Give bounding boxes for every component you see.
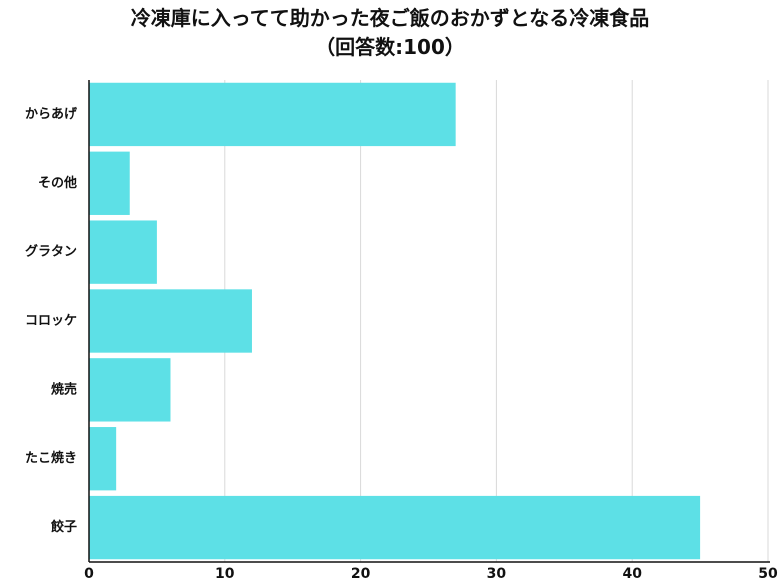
category-label-2: その他 [38, 175, 77, 191]
x-tick-label-30: 30 [487, 566, 507, 582]
category-label-1: からあげ [25, 106, 78, 122]
x-tick-label-50: 50 [758, 566, 778, 582]
x-tick-label-40: 40 [622, 566, 642, 582]
bar-3 [89, 220, 157, 284]
x-tick-label-20: 20 [351, 566, 371, 582]
chart-subtitle: （回答数:100） [315, 35, 465, 59]
chart-title: 冷凍庫に入ってて助かった夜ご飯のおかずとなる冷凍食品 [130, 6, 650, 30]
category-label-6: たこ焼き [25, 450, 77, 466]
chart-title-block: 冷凍庫に入ってて助かった夜ご飯のおかずとなる冷凍食品 （回答数:100） [0, 4, 780, 62]
category-label-7: 餃子 [51, 519, 77, 535]
bar-6 [89, 427, 117, 491]
category-label-4: コロッケ [25, 314, 77, 329]
x-tick-label-10: 10 [215, 566, 235, 582]
bar-7 [89, 495, 701, 560]
bar-5 [89, 358, 171, 422]
bar-2 [89, 151, 130, 215]
bar-4 [89, 289, 252, 353]
x-tick-label-0: 0 [84, 566, 94, 582]
bar-1 [89, 82, 456, 147]
category-label-5: 焼売 [51, 381, 77, 397]
category-label-3: グラタン [25, 244, 77, 260]
